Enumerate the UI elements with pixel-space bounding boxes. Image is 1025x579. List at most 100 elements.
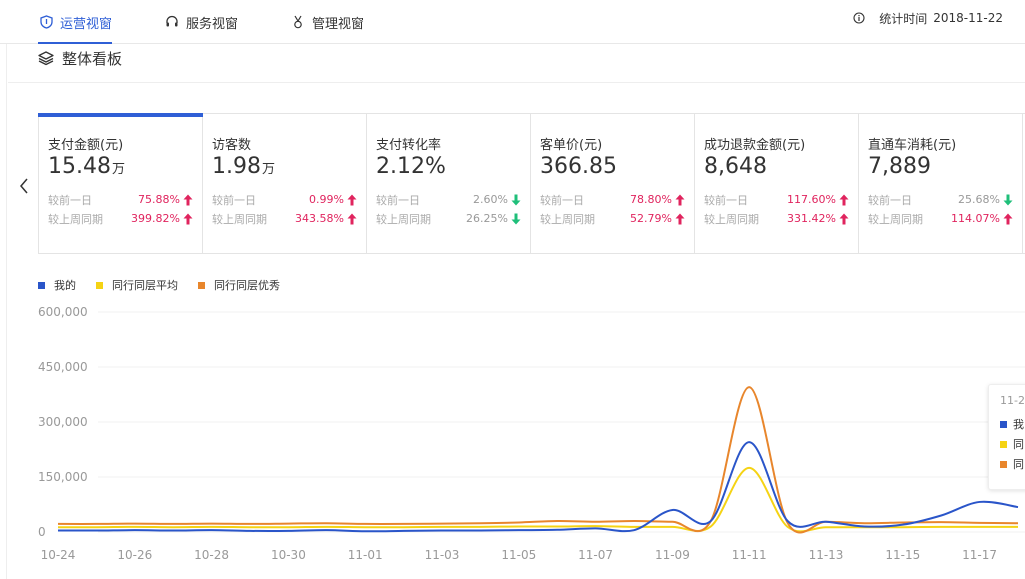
metric-value: 2.12% <box>376 154 522 184</box>
tooltip-swatch <box>1000 420 1007 428</box>
compare-week: 较上周同期 114.07% <box>868 209 1014 228</box>
chart-tooltip: 11-2 我同同 <box>988 384 1025 490</box>
metric-unit: 万 <box>261 162 275 177</box>
compare-percent: 117.60% <box>787 193 836 206</box>
x-tick-label: 10-24 <box>41 548 76 562</box>
compare-label: 较前一日 <box>868 193 912 207</box>
compare-label: 较上周同期 <box>868 212 923 226</box>
metric-number: 1.98 <box>212 154 261 179</box>
series-line <box>57 386 1019 534</box>
compare-week: 较上周同期 26.25% <box>376 209 522 228</box>
tooltip-row: 我 <box>1000 414 1025 434</box>
arrow-up-icon <box>347 194 358 206</box>
compare-label: 较前一日 <box>376 193 420 207</box>
stat-time: 统计时间 2018-11-22 <box>853 0 1003 36</box>
headset-icon <box>164 14 180 30</box>
stat-time-value: 2018-11-22 <box>933 11 1003 25</box>
tab-label: 服务视窗 <box>186 16 239 32</box>
metric-cards: 支付金额(元) 15.48万 较前一日 75.88% 较上周同期 399.82% 访客数 1.… <box>38 113 1025 254</box>
compare-label: 较上周同期 <box>48 212 103 226</box>
tab-management[interactable]: 管理视窗 <box>290 0 364 44</box>
legend-swatch <box>198 281 205 289</box>
x-tick-label: 11-05 <box>501 548 536 562</box>
shield-icon <box>38 14 54 30</box>
x-tick-label: 11-11 <box>732 548 767 562</box>
series-line <box>57 466 1018 533</box>
metric-card[interactable]: 客单价(元) 366.85 较前一日 78.80% 较上周同期 52.79% <box>531 114 695 253</box>
arrow-down-icon <box>511 194 522 206</box>
y-tick-label: 300,000 <box>38 415 88 429</box>
legend-label: 同行同层平均 <box>112 279 178 292</box>
metric-title: 支付金额(元) <box>48 138 124 153</box>
compare-week: 较上周同期 52.79% <box>540 209 686 228</box>
compare-week: 较上周同期 343.58% <box>212 209 358 228</box>
y-tick-label: 450,000 <box>38 360 88 374</box>
tooltip-row-label: 同 <box>1013 438 1024 451</box>
metric-number: 7,889 <box>868 154 931 179</box>
compare-percent: 26.25% <box>466 212 508 225</box>
legend-swatch <box>96 281 103 289</box>
legend-label: 同行同层优秀 <box>214 279 280 292</box>
arrow-down-icon <box>511 213 522 225</box>
arrow-up-icon <box>1003 213 1014 225</box>
x-tick-label: 11-17 <box>962 548 997 562</box>
tab-service[interactable]: 服务视窗 <box>164 0 238 44</box>
metric-value: 7,889 <box>868 154 1014 184</box>
y-tick-label: 0 <box>38 525 46 539</box>
tab-label: 运营视窗 <box>60 16 113 32</box>
compare-percent: 25.68% <box>958 193 1000 206</box>
compare-day: 较前一日 117.60% <box>704 190 850 209</box>
top-nav: 运营视窗 服务视窗 管理视窗 统计时间 2018-11-22 <box>0 0 1025 44</box>
arrow-up-icon <box>839 194 850 206</box>
compare-percent: 75.88% <box>138 193 180 206</box>
x-tick-label: 11-01 <box>348 548 383 562</box>
arrow-up-icon <box>675 194 686 206</box>
compare-label: 较上周同期 <box>704 212 759 226</box>
legend-item[interactable]: 同行同层优秀 <box>198 277 280 293</box>
legend-item[interactable]: 同行同层平均 <box>96 277 178 293</box>
tab-label: 管理视窗 <box>312 16 365 32</box>
y-tick-label: 600,000 <box>38 305 88 319</box>
legend-label: 我的 <box>54 279 76 292</box>
x-tick-label: 11-15 <box>885 548 920 562</box>
compare-week: 较上周同期 331.42% <box>704 209 850 228</box>
compare-percent: 78.80% <box>630 193 672 206</box>
tooltip-swatch <box>1000 460 1007 468</box>
tooltip-row-label: 我 <box>1013 418 1024 431</box>
divider <box>8 82 1025 83</box>
metric-value: 1.98万 <box>212 154 358 184</box>
compare-day: 较前一日 75.88% <box>48 190 194 209</box>
compare-percent: 2.60% <box>473 193 508 206</box>
compare-percent: 331.42% <box>787 212 836 225</box>
chevron-left-icon[interactable] <box>14 174 34 198</box>
y-tick-label: 150,000 <box>38 470 88 484</box>
arrow-up-icon <box>183 213 194 225</box>
trend-chart: 0 150,000 300,000 450,000 600,000 10-24 10-26 1… <box>38 305 1025 562</box>
metric-card[interactable]: 支付转化率 2.12% 较前一日 2.60% 较上周同期 26.25% <box>367 114 531 253</box>
tab-operations[interactable]: 运营视窗 <box>38 0 113 44</box>
x-tick-label: 11-03 <box>425 548 460 562</box>
metric-card[interactable]: 访客数 1.98万较前一日 0.99% 较上周同期 343.58% <box>203 114 367 253</box>
compare-label: 较前一日 <box>704 193 748 207</box>
arrow-up-icon <box>839 213 850 225</box>
info-icon[interactable] <box>853 12 865 24</box>
metric-value: 366.85 <box>540 154 686 184</box>
compare-day: 较前一日 0.99% <box>212 190 358 209</box>
legend-item[interactable]: 我的 <box>38 277 76 293</box>
series-line <box>57 441 1019 533</box>
tooltip-row: 同 <box>1000 434 1025 454</box>
compare-label: 较前一日 <box>540 193 584 207</box>
section-title: 整体看板 <box>38 46 122 70</box>
arrow-up-icon <box>183 194 194 206</box>
section-title-text: 整体看板 <box>62 49 123 68</box>
x-tick-label: 11-13 <box>809 548 844 562</box>
metric-title: 访客数 <box>212 138 252 153</box>
compare-day: 较前一日 25.68% <box>868 190 1014 209</box>
metric-card[interactable]: 成功退款金额(元) 8,648 较前一日 117.60% 较上周同期 331.42% <box>695 114 859 253</box>
tooltip-row: 同 <box>1000 454 1025 474</box>
tooltip-row-label: 同 <box>1013 458 1024 471</box>
metric-card[interactable]: 直通车消耗(元) 7,889 较前一日 25.68% 较上周同期 114.07% <box>859 114 1023 253</box>
metric-title: 客单价(元) <box>540 138 603 153</box>
arrow-down-icon <box>1003 194 1014 206</box>
metric-card[interactable]: 支付金额(元) 15.48万 较前一日 75.88% 较上周同期 399.82% <box>38 113 203 253</box>
